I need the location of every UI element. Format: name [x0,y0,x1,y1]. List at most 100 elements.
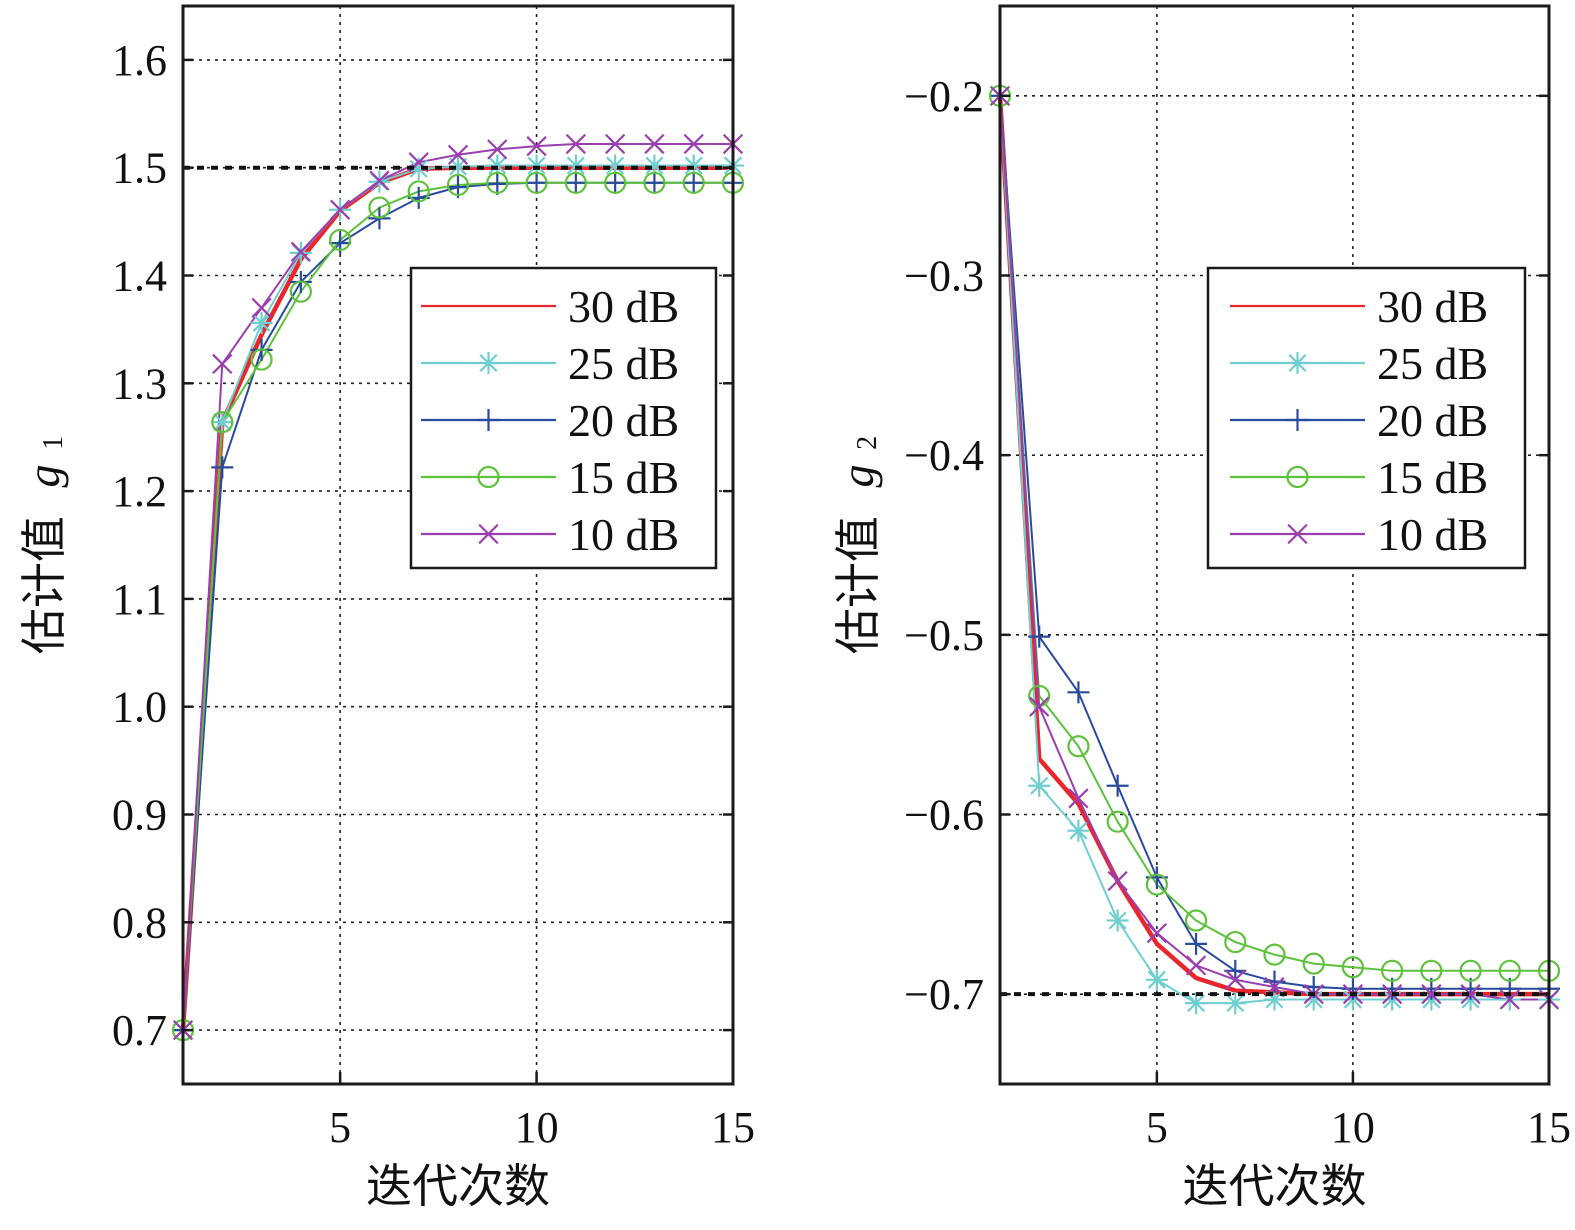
y-tick-label: 0.8 [112,898,167,947]
data-point [1106,774,1129,797]
data-point [289,280,312,303]
y-axis-label-symbol: g [18,465,69,488]
y-tick-label: −0.5 [904,611,984,660]
legend-label: 15 dB [1377,452,1488,503]
data-point [487,139,508,160]
legend-label: 25 dB [568,338,679,389]
y-axis-label-text: 估计值 [17,516,71,654]
data-point [683,133,704,155]
y-axis-label: 估计值 g 1 [17,436,71,654]
data-point [644,133,665,155]
legend-label: 30 dB [1377,281,1488,332]
y-axis-label-subscript: 2 [852,436,883,450]
y-axis-label: 估计值 g 2 [831,436,885,654]
axis-ticks [1000,94,1551,1084]
data-point [211,456,234,479]
asterisk-marker-icon [477,352,500,374]
x-tick-label: 15 [1527,1103,1571,1152]
x-axis-label: 迭代次数 [1183,1159,1367,1213]
x-tick-labels: 5 10 15 [329,1103,755,1152]
data-point [1106,810,1129,833]
data-point [1107,870,1128,892]
legend-label: 10 dB [568,509,679,560]
data-point [604,154,627,177]
data-point [1184,909,1208,932]
data-point [1185,955,1207,976]
data-point [1145,873,1168,896]
x-marker-icon [478,523,499,545]
data-point [1146,922,1167,944]
data-point [1029,696,1050,717]
data-point [525,171,548,194]
chart-g1: 5 10 15 0.7 0.8 0.9 1.0 1.1 1.2 1.3 1.4 1.5 1.6 迭代次… [17,4,755,1213]
data-point [1302,952,1325,975]
y-tick-labels: 0.7 0.8 0.9 1.0 1.1 1.2 1.3 1.4 1.5 1.6 [112,36,167,1055]
y-tick-label: −0.6 [904,791,984,840]
x-tick-label: 10 [1331,1103,1375,1152]
data-point [643,171,666,194]
y-tick-label: 0.7 [112,1006,167,1055]
legend-item: 10 dB [1230,509,1488,560]
data-point [682,171,705,194]
legend-item: 20 dB [421,395,679,446]
series-line-15db [999,95,1549,972]
legend-item: 25 dB [1230,338,1488,389]
data-point [1106,909,1129,932]
legend-item: 30 dB [421,281,679,332]
legend-box [1206,266,1527,570]
data-point [1185,932,1208,955]
legend-item: 10 dB [421,509,679,560]
plot-frame [998,4,1551,1086]
legend-item: 25 dB [421,338,679,389]
y-tick-label: −0.3 [904,252,984,301]
data-point [526,136,547,157]
legend-item: 15 dB [421,452,679,503]
data-point [212,353,233,375]
data-point [1499,989,1520,1010]
data-point [565,133,586,155]
x-tick-label: 5 [1146,1103,1168,1152]
plus-marker-icon [1286,409,1309,431]
y-tick-label: 1.1 [112,575,167,624]
y-tick-label: −0.4 [904,431,984,480]
x-tick-label: 10 [515,1103,559,1152]
plot-frame [181,4,735,1086]
data-point [211,411,234,434]
legend: 30 dB 25 dB 20 dB 15 dB 10 dB [1206,266,1527,570]
data-point [1028,774,1051,797]
y-tick-label: −0.2 [904,72,984,121]
y-axis-label-symbol: g [832,465,883,488]
y-tick-label: 0.9 [112,791,167,840]
data-point [1263,970,1286,993]
data-point [211,411,234,434]
legend-label: 20 dB [568,395,679,446]
data-point [486,172,509,195]
data-point [605,133,626,155]
x-tick-labels: 5 10 15 [1146,1103,1571,1152]
data-point [1185,992,1208,1015]
chart-g2: 5 10 15 −0.7 −0.6 −0.5 −0.4 −0.3 −0.2 迭代次数 估计值 … [831,4,1571,1213]
data-point [1263,943,1286,966]
legend: 30 dB 25 dB 20 dB 15 dB 10 dB [409,266,718,570]
x-tick-label: 15 [711,1103,755,1152]
data-point [330,199,351,220]
data-point [1068,788,1089,809]
circle-marker-icon [1286,465,1309,489]
data-point [1225,969,1246,990]
data-point [1067,735,1090,758]
data-point [1341,956,1365,979]
data-point [368,196,391,219]
data-point [604,171,627,194]
data-point [1381,959,1404,982]
legend-label: 30 dB [568,281,679,332]
data-point [446,173,470,197]
data-point [525,154,548,177]
legend-item: 20 dB [1230,395,1488,446]
x-marker-icon [1287,523,1308,545]
axis-ticks [183,58,735,1084]
data-point [250,348,273,371]
x-axis-label: 迭代次数 [366,1159,550,1213]
data-point [290,241,311,262]
data-point [643,171,666,194]
y-tick-label: 1.5 [112,144,167,193]
